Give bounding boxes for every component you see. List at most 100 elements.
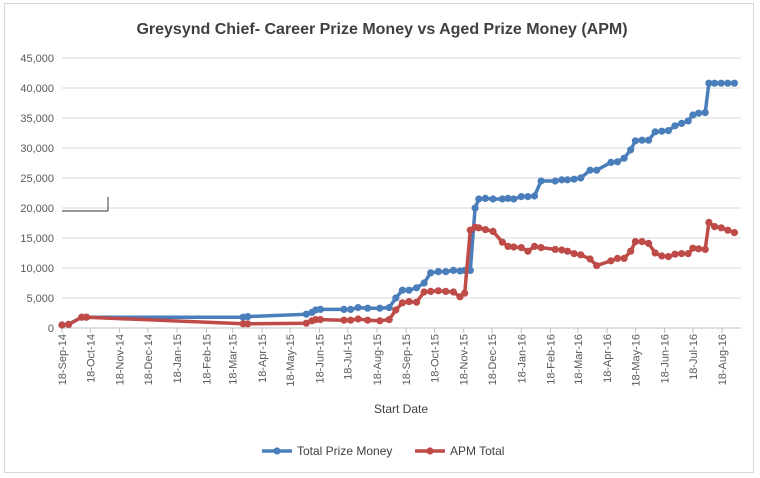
x-tick-label: 18-Apr-15	[257, 334, 269, 383]
data-point	[427, 269, 435, 277]
data-point	[593, 166, 601, 174]
data-point	[689, 244, 697, 252]
data-point	[651, 249, 659, 257]
data-point	[392, 294, 400, 302]
data-point	[413, 284, 421, 292]
y-tick-label: 30,000	[20, 143, 54, 155]
x-tick-label: 18-Nov-14	[115, 334, 127, 385]
x-tick-label: 18-Dec-15	[487, 334, 499, 385]
x-tick-label: 18-Apr-16	[602, 334, 614, 383]
data-point	[244, 320, 252, 328]
data-point	[689, 111, 697, 119]
data-point	[398, 299, 406, 307]
data-point	[461, 289, 469, 297]
x-tick-label: 18-Feb-15	[201, 334, 213, 385]
legend-marker	[273, 447, 281, 455]
data-point	[434, 287, 442, 295]
y-tick-label: 20,000	[20, 203, 54, 215]
data-point	[354, 315, 362, 323]
data-point	[631, 238, 640, 246]
data-point	[364, 316, 372, 324]
data-point	[354, 304, 362, 312]
data-point	[498, 195, 506, 203]
data-point	[340, 316, 348, 324]
data-point	[558, 246, 566, 254]
data-point	[558, 176, 566, 184]
data-point	[385, 316, 393, 324]
data-point	[316, 305, 324, 313]
data-point	[586, 166, 594, 174]
chart-title: Greysynd Chief- Career Prize Money vs Ag…	[136, 21, 627, 38]
data-point	[517, 244, 525, 252]
data-point	[481, 194, 489, 202]
data-point	[551, 245, 559, 253]
x-tick-label: 18-Mar-16	[573, 334, 585, 385]
data-point	[664, 253, 673, 261]
data-point	[442, 287, 450, 295]
legend-label: Total Prize Money	[297, 444, 392, 458]
data-point	[442, 268, 450, 276]
data-point	[347, 316, 355, 324]
data-point	[570, 175, 578, 183]
data-point	[724, 79, 732, 87]
gridlines	[62, 57, 741, 299]
x-tick-label: 18-Jan-15	[172, 334, 184, 384]
data-point	[586, 255, 594, 263]
data-point	[504, 194, 512, 202]
data-point	[717, 79, 725, 87]
data-point	[638, 238, 646, 246]
data-point	[347, 305, 355, 313]
data-point	[627, 247, 635, 255]
data-point	[620, 154, 628, 162]
x-tick-label: 18-Oct-14	[85, 334, 97, 383]
data-point	[563, 247, 572, 255]
data-point	[58, 321, 66, 329]
data-point	[671, 122, 679, 130]
y-tick-label: 25,000	[20, 173, 54, 185]
x-tick-label: 18-Jul-16	[688, 334, 700, 380]
legend-marker	[426, 447, 434, 455]
series-line	[60, 81, 737, 327]
data-point	[504, 242, 512, 250]
data-point	[701, 109, 709, 117]
data-point	[537, 177, 545, 185]
data-point	[392, 306, 400, 314]
series-group	[58, 79, 739, 329]
y-axis: 0 5,000 10,000 15,000 20,000 25,000 30,000 35,0…	[20, 53, 54, 335]
data-point	[570, 250, 578, 258]
data-point	[398, 286, 406, 294]
data-point	[658, 127, 666, 135]
data-point	[385, 304, 393, 312]
data-point	[427, 287, 435, 295]
data-point	[551, 177, 559, 185]
data-point	[563, 176, 572, 184]
data-point	[510, 195, 518, 203]
x-tick-label: 18-Jun-15	[314, 334, 326, 384]
data-point	[658, 252, 666, 260]
data-point	[498, 238, 506, 246]
data-point	[684, 250, 692, 258]
data-point	[711, 79, 719, 87]
data-point	[717, 224, 725, 232]
data-point	[607, 158, 615, 166]
data-point	[620, 254, 628, 262]
data-point	[678, 119, 686, 127]
x-tick-label: 18-Dec-14	[143, 334, 155, 385]
data-point	[705, 218, 713, 226]
data-point	[607, 257, 615, 265]
data-point	[577, 174, 585, 182]
data-point	[695, 109, 703, 117]
data-point	[593, 262, 601, 270]
data-point	[730, 229, 739, 237]
data-point	[471, 204, 479, 212]
data-point	[524, 193, 532, 201]
data-point	[405, 298, 413, 306]
legend: Total Prize Money APM Total	[262, 444, 504, 458]
y-tick-label: 5,000	[26, 293, 54, 305]
data-point	[730, 79, 739, 87]
data-point	[376, 304, 384, 312]
y-tick-label: 40,000	[20, 83, 54, 95]
data-point	[530, 192, 539, 200]
data-point	[684, 117, 692, 125]
x-tick-label: 18-Mar-15	[228, 334, 240, 385]
